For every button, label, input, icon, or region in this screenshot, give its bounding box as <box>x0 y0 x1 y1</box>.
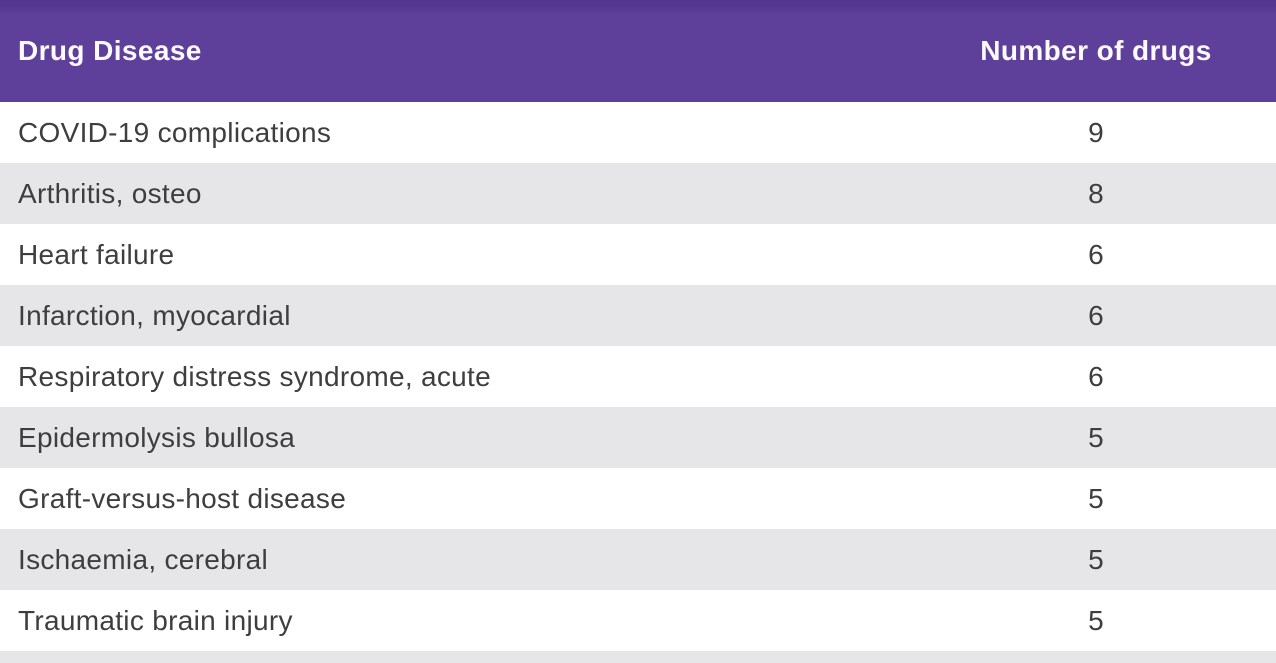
table-row: COVID-19 complications 9 <box>0 102 1276 163</box>
column-header-number-of-drugs: Number of drugs <box>980 35 1212 66</box>
partial-next-row <box>0 651 1276 663</box>
count-cell: 5 <box>1088 421 1104 453</box>
disease-cell: Epidermolysis bullosa <box>18 421 296 453</box>
table-row: Ischaemia, cerebral 5 <box>0 529 1276 590</box>
disease-cell: Infarction, myocardial <box>18 299 291 331</box>
disease-cell: Heart failure <box>18 238 175 270</box>
count-cell: 6 <box>1088 238 1104 270</box>
table-row: Traumatic brain injury 5 <box>0 590 1276 651</box>
count-cell: 8 <box>1088 177 1104 209</box>
count-cell: 6 <box>1088 360 1104 392</box>
count-cell: 9 <box>1088 116 1104 148</box>
count-cell: 5 <box>1088 543 1104 575</box>
disease-cell: Traumatic brain injury <box>18 604 293 636</box>
count-cell: 6 <box>1088 299 1104 331</box>
disease-cell: Arthritis, osteo <box>18 177 202 209</box>
disease-cell: Ischaemia, cerebral <box>18 543 269 575</box>
table-row: Epidermolysis bullosa 5 <box>0 407 1276 468</box>
count-cell: 5 <box>1088 604 1104 636</box>
disease-cell: COVID-19 complications <box>18 116 332 148</box>
table-body: COVID-19 complications 9 Arthritis, osteo 8… <box>0 102 1276 651</box>
disease-cell: Graft-versus-host disease <box>18 482 347 514</box>
table-row: Arthritis, osteo 8 <box>0 163 1276 224</box>
table-row: Respiratory distress syndrome, acute 6 <box>0 346 1276 407</box>
table-row: Heart failure 6 <box>0 224 1276 285</box>
column-header-drug-disease: Drug Disease <box>18 35 202 66</box>
disease-cell: Respiratory distress syndrome, acute <box>18 360 491 392</box>
table-header-row: Drug Disease Number of drugs <box>0 0 1276 102</box>
table-row: Infarction, myocardial 6 <box>0 285 1276 346</box>
table-row: Graft-versus-host disease 5 <box>0 468 1276 529</box>
count-cell: 5 <box>1088 482 1104 514</box>
